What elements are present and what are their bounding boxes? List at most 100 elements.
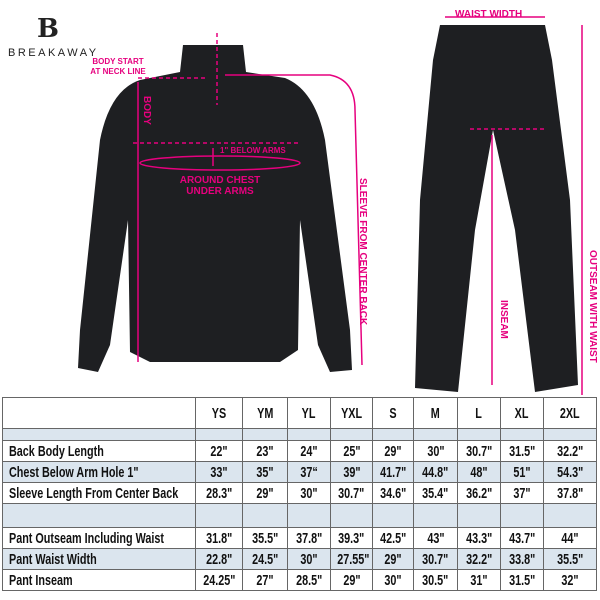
- cell-text: 48": [470, 463, 488, 481]
- label-body-start: BODY START AT NECK LINE: [90, 57, 146, 76]
- header-blank: [2, 397, 196, 429]
- spacer-cell: [242, 428, 288, 441]
- spacer-cell: [500, 503, 544, 528]
- spacer-cell: [413, 503, 458, 528]
- value-cell: 30.7": [457, 440, 501, 462]
- value-cell: 30.7": [413, 548, 458, 570]
- value-cell: 30": [372, 569, 414, 591]
- value-cell: 27": [242, 569, 288, 591]
- cell-text: 39.3": [338, 529, 365, 547]
- value-cell: 32.2": [457, 548, 501, 570]
- value-cell: 22": [195, 440, 243, 462]
- value-cell: 54.3": [543, 461, 597, 483]
- value-cell: 29": [372, 548, 414, 570]
- value-cell: 31.5": [500, 569, 544, 591]
- cell-text: 32.2": [465, 550, 493, 568]
- value-cell: 44": [543, 527, 597, 549]
- row-label: Pant Outseam Including Waist: [2, 527, 196, 549]
- value-cell: 37“: [287, 461, 331, 483]
- value-cell: 41.7": [372, 461, 414, 483]
- cell-text: YM: [256, 404, 274, 422]
- cell-text: 31.5": [508, 571, 536, 589]
- cell-text: 24": [300, 442, 318, 460]
- size-chart-table: YS YM YL YXL S M L XL 2XL Back Body Length 22" 23" 2…: [2, 397, 597, 591]
- label-body: BODY: [141, 96, 152, 125]
- label-sleeve: SLEEVE FROM CENTER BACK: [357, 178, 368, 326]
- value-cell: 24": [287, 440, 331, 462]
- cell-text: Back Body Length: [9, 442, 104, 460]
- pants-image: [415, 25, 578, 392]
- cell-text: 41.7": [379, 463, 407, 481]
- cell-text: 43.3": [465, 529, 493, 547]
- value-cell: 36.2": [457, 482, 501, 504]
- cell-text: 33": [210, 463, 228, 481]
- spacer-cell: [2, 428, 196, 441]
- cell-text: 30.5": [422, 571, 449, 589]
- row-label: Chest Below Arm Hole 1": [2, 461, 196, 483]
- spacer-cell: [330, 503, 373, 528]
- cell-text: 37.8": [556, 484, 584, 502]
- cell-text: 30": [300, 550, 318, 568]
- cell-text: 37“: [300, 463, 318, 481]
- cell-text: 30.7": [465, 442, 493, 460]
- cell-text: 30": [426, 442, 445, 460]
- cell-text: 32.2": [556, 442, 584, 460]
- cell-text: 28.3": [205, 484, 233, 502]
- size-header: S: [372, 397, 414, 429]
- value-cell: 27.55": [330, 548, 373, 570]
- cell-text: 2XL: [560, 404, 580, 422]
- spacer-cell: [457, 428, 501, 441]
- cell-text: 37.8": [295, 529, 323, 547]
- value-cell: 29": [242, 482, 288, 504]
- value-cell: 35.5": [242, 527, 288, 549]
- size-header: YS: [195, 397, 243, 429]
- value-cell: 39": [330, 461, 373, 483]
- value-cell: 31": [457, 569, 501, 591]
- cell-text: YXL: [340, 404, 363, 422]
- cell-text: Chest Below Arm Hole 1": [9, 463, 139, 481]
- size-header: YL: [287, 397, 331, 429]
- spacer-cell: [372, 503, 414, 528]
- cell-text: 29": [384, 442, 402, 460]
- cell-text: 37": [513, 484, 531, 502]
- cell-text: 44.8": [422, 463, 449, 481]
- cell-text: 36.2": [465, 484, 493, 502]
- brand-logo: B BREAKAWAY: [8, 14, 96, 59]
- size-header: L: [457, 397, 501, 429]
- value-cell: 43.3": [457, 527, 501, 549]
- cell-text: 34.6": [379, 484, 407, 502]
- spacer-cell: [500, 428, 544, 441]
- value-cell: 37.8": [543, 482, 597, 504]
- cell-text: S: [389, 404, 397, 422]
- value-cell: 24.25": [195, 569, 243, 591]
- value-cell: 37": [500, 482, 544, 504]
- spacer-cell: [287, 428, 331, 441]
- cell-text: 30": [384, 571, 402, 589]
- cell-text: 30.7": [422, 550, 449, 568]
- label-waist-width: WAIST WIDTH: [455, 9, 523, 20]
- table-row: Pant Inseam 24.25" 27" 28.5" 29" 30" 30.5" 31" 3…: [2, 569, 597, 591]
- value-cell: 37.8": [287, 527, 331, 549]
- cell-text: L: [475, 404, 483, 422]
- cell-text: 31.8": [205, 529, 233, 547]
- size-header: YM: [242, 397, 288, 429]
- value-cell: 30.5": [413, 569, 458, 591]
- table-row: Back Body Length 22" 23" 24" 25" 29" 30" 30.7" 3…: [2, 440, 597, 462]
- cell-text: M: [431, 404, 440, 422]
- row-label: Sleeve Length From Center Back: [2, 482, 196, 504]
- svg-text:B: B: [37, 14, 59, 40]
- spacer-cell: [543, 503, 597, 528]
- value-cell: 34.6": [372, 482, 414, 504]
- garment-illustration: [78, 16, 583, 395]
- cell-text: 35.5": [251, 529, 279, 547]
- value-cell: 24.5": [242, 548, 288, 570]
- spacer-cell: [413, 428, 458, 441]
- size-header: M: [413, 397, 458, 429]
- cell-text: 22": [210, 442, 228, 460]
- cell-text: 24.25": [202, 571, 236, 589]
- table-row: Pant Waist Width 22.8" 24.5" 30" 27.55" 29" 30…: [2, 548, 597, 570]
- value-cell: 30.7": [330, 482, 373, 504]
- cell-text: 25": [342, 442, 361, 460]
- table-row: Pant Outseam Including Waist 31.8" 35.5" 37…: [2, 527, 597, 549]
- spacer-cell: [372, 428, 414, 441]
